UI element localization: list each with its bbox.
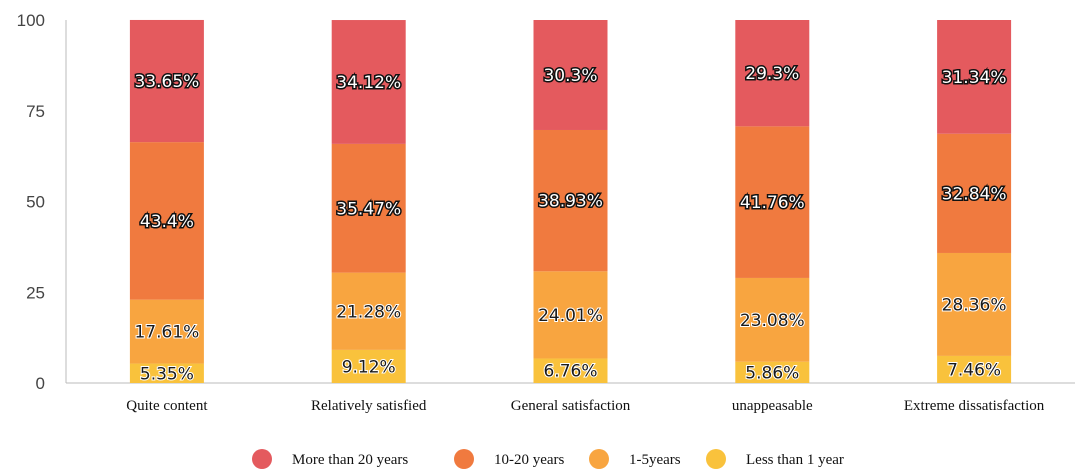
- chart-legend: More than 20 years 10-20 years 1-5years Les…: [252, 449, 844, 469]
- legend-swatch: [252, 449, 272, 469]
- bar-segment: [331, 143, 406, 273]
- data-label: 33.65%: [134, 72, 199, 92]
- bar-segment: [533, 358, 608, 383]
- data-label: 35.47%: [336, 199, 401, 219]
- bar-segment: [735, 20, 810, 127]
- y-tick-label: 50: [26, 193, 45, 212]
- x-category-label: unappeasable: [732, 398, 813, 414]
- bar-segment: [937, 133, 1012, 253]
- data-label: 29.3%: [745, 64, 799, 84]
- bar-segment: [937, 355, 1012, 383]
- chart-bars: [129, 19, 1012, 383]
- legend-swatch: [589, 449, 609, 469]
- data-label: 21.28%: [336, 302, 401, 322]
- bar-segment: [129, 299, 204, 364]
- y-tick-label: 75: [26, 102, 45, 121]
- data-label: 31.34%: [942, 68, 1007, 88]
- x-category-label: Relatively satisfied: [311, 398, 427, 414]
- bar-segment: [129, 363, 204, 383]
- bar-segment: [129, 142, 204, 300]
- legend-label: 1-5years: [629, 452, 681, 468]
- legend-label: More than 20 years: [292, 452, 408, 468]
- data-label: 34.12%: [336, 73, 401, 93]
- data-label: 17.61%: [134, 323, 199, 343]
- data-label: 6.76%: [543, 362, 597, 382]
- x-category-label: Extreme dissatisfaction: [904, 398, 1045, 414]
- data-label: 28.36%: [942, 295, 1007, 315]
- bar-segment: [331, 20, 406, 144]
- bar-segment: [735, 277, 810, 362]
- y-tick-label: 25: [26, 283, 45, 302]
- legend-label: Less than 1 year: [746, 452, 844, 468]
- x-axis-category-labels: Quite content Relatively satisfied General…: [126, 398, 1044, 414]
- data-label: 23.08%: [740, 311, 805, 331]
- bar-segment: [735, 126, 810, 278]
- data-label: 43.4%: [140, 212, 194, 232]
- data-label: 9.12%: [342, 357, 396, 377]
- data-label: 7.46%: [947, 360, 1001, 380]
- bar-segment: [533, 129, 608, 272]
- data-label: 24.01%: [538, 306, 603, 326]
- data-label: 30.3%: [543, 66, 597, 86]
- chart-data-labels: 5.35% 17.61% 43.4% 33.65% 9.12% 21.28% 35.47% 3…: [133, 63, 1008, 386]
- data-label: 38.93%: [538, 192, 603, 212]
- legend-label: 10-20 years: [494, 452, 565, 468]
- bar-segment: [533, 20, 608, 130]
- x-category-label: General satisfaction: [511, 398, 631, 414]
- bar-segment: [331, 272, 406, 350]
- legend-swatch: [706, 449, 726, 469]
- bar-segment: [937, 20, 1012, 134]
- y-tick-label: 100: [17, 11, 45, 30]
- bar-segment: [533, 271, 608, 359]
- data-label: 5.86%: [745, 363, 799, 383]
- data-label: 5.35%: [140, 364, 194, 384]
- bar-segment: [331, 349, 406, 383]
- bar-segment: [735, 361, 810, 383]
- data-label: 41.76%: [740, 193, 805, 213]
- legend-swatch: [454, 449, 474, 469]
- bar-segment: [937, 252, 1012, 356]
- y-axis-tick-labels: 0 25 50 75 100: [17, 11, 45, 393]
- bar-segment: [129, 19, 204, 143]
- y-tick-label: 0: [36, 374, 45, 393]
- data-label: 32.84%: [942, 184, 1007, 204]
- x-category-label: Quite content: [126, 398, 208, 414]
